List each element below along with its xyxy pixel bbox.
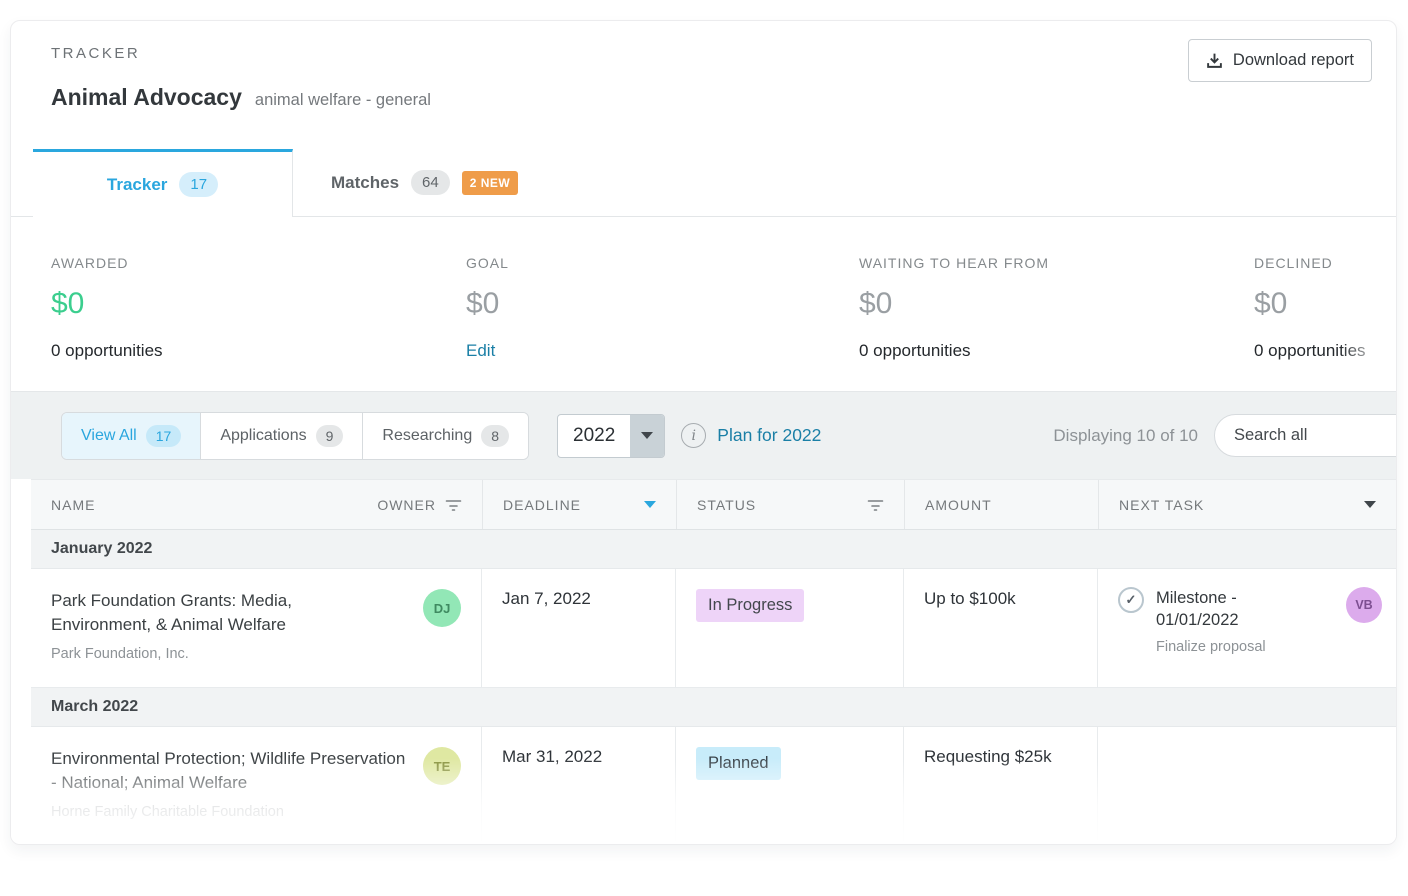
opportunity-title-link[interactable]: Environmental Protection; Wildlife Prese… (51, 749, 406, 792)
stat-goal-value: $0 (466, 287, 500, 320)
download-report-label: Download report (1232, 51, 1354, 69)
column-header-amount[interactable]: AMOUNT (904, 480, 1098, 529)
table-row: Environmental Protection; Wildlife Prese… (31, 727, 1396, 844)
stat-awarded-value: $0 (51, 287, 85, 320)
tab-matches-count: 64 (411, 170, 450, 195)
status-badge[interactable]: Planned (696, 747, 781, 780)
amount-cell[interactable]: Up to $100k (904, 569, 1098, 687)
displaying-count: Displaying 10 of 10 (1053, 425, 1198, 445)
owner-avatar[interactable]: TE (423, 747, 461, 785)
plan-for-year-link[interactable]: Plan for 2022 (717, 425, 822, 445)
list-toolbar: View All 17 Applications 9 Researching 8… (11, 391, 1396, 479)
stat-goal: GOAL $0 Edit (466, 255, 859, 391)
column-header-deadline[interactable]: DEADLINE (482, 480, 676, 529)
stat-goal-label: GOAL (466, 255, 509, 271)
group-row-january: January 2022 (31, 530, 1396, 569)
filter-researching-count: 8 (481, 424, 510, 447)
tracker-card: TRACKER Animal Advocacy animal welfare -… (10, 20, 1397, 845)
tab-bar: Tracker 17 Matches 64 2 NEW (11, 149, 1396, 217)
next-task-header-label: NEXT TASK (1119, 496, 1205, 513)
amount-cell[interactable]: Requesting $25k (904, 727, 1098, 843)
tab-matches[interactable]: Matches 64 2 NEW (293, 149, 556, 216)
group-row-march: March 2022 (31, 688, 1396, 727)
group-label: January 2022 (51, 540, 153, 557)
owner-header-label: OWNER (377, 496, 436, 513)
edit-goal-link[interactable]: Edit (466, 341, 496, 360)
column-header-status[interactable]: STATUS (676, 480, 904, 529)
deadline-cell[interactable]: Mar 31, 2022 (482, 727, 676, 843)
stat-declined-sub: 0 opportunities (1254, 341, 1366, 360)
new-matches-badge: 2 NEW (461, 170, 519, 195)
next-task-cell (1098, 727, 1396, 843)
stat-waiting-sub: 0 opportunities (859, 341, 971, 360)
download-icon (1206, 52, 1223, 69)
stat-declined-value: $0 (1254, 287, 1288, 320)
chevron-down-icon (1364, 501, 1376, 508)
eyebrow-label: TRACKER (51, 45, 141, 62)
stat-waiting-label: WAITING TO HEAR FROM (859, 255, 1050, 271)
stat-waiting-value: $0 (859, 287, 893, 320)
filter-icon (445, 498, 462, 511)
status-badge[interactable]: In Progress (696, 589, 805, 622)
status-cell: In Progress (676, 569, 904, 687)
group-label: March 2022 (51, 698, 139, 715)
year-select-value: 2022 (573, 424, 616, 446)
column-header-owner[interactable]: OWNER (377, 497, 462, 513)
year-select[interactable]: 2022 (557, 413, 666, 458)
filter-researching[interactable]: Researching 8 (363, 412, 529, 459)
sort-caret-icon (644, 501, 656, 508)
filter-segmented-control: View All 17 Applications 9 Researching 8 (61, 411, 530, 460)
name-cell: Environmental Protection; Wildlife Prese… (31, 727, 482, 843)
opportunity-title-link[interactable]: Park Foundation Grants: Media, Environme… (51, 591, 292, 634)
table-row: Park Foundation Grants: Media, Environme… (31, 569, 1396, 688)
tab-tracker-label: Tracker (106, 174, 168, 194)
page-title: Animal Advocacy (51, 84, 242, 110)
task-assignee-avatar[interactable]: VB (1346, 587, 1382, 623)
opportunities-table: NAME OWNER DEADLINE STATUS (31, 479, 1396, 844)
deadline-header-label: DEADLINE (503, 496, 582, 513)
tab-matches-label: Matches (331, 172, 400, 192)
stat-awarded: AWARDED $0 0 opportunities (51, 255, 466, 391)
owner-avatar[interactable]: DJ (423, 589, 461, 627)
next-task-cell: ✓ Milestone - 01/01/2022 Finalize propos… (1098, 569, 1396, 687)
column-header-name[interactable]: NAME OWNER (31, 480, 482, 529)
page-header: TRACKER Animal Advocacy animal welfare -… (11, 21, 1396, 149)
filter-view-all-label: View All (81, 426, 137, 444)
tab-tracker-count: 17 (179, 172, 219, 197)
filter-applications-label: Applications (220, 426, 307, 444)
filter-applications[interactable]: Applications 9 (201, 412, 364, 459)
deadline-cell[interactable]: Jan 7, 2022 (482, 569, 676, 687)
amount-header-label: AMOUNT (925, 496, 992, 513)
stat-awarded-sub: 0 opportunities (51, 341, 163, 360)
task-check-icon[interactable]: ✓ (1118, 587, 1144, 613)
opportunity-org: Horne Family Charitable Foundation (51, 803, 284, 820)
stat-declined-label: DECLINED (1254, 255, 1333, 271)
status-cell: Planned (676, 727, 904, 843)
stat-declined: DECLINED $0 0 opportunities (1254, 255, 1396, 391)
stat-waiting: WAITING TO HEAR FROM $0 0 opportunities (859, 255, 1254, 391)
task-subtitle: Finalize proposal (1156, 638, 1266, 655)
download-report-button[interactable]: Download report (1187, 39, 1372, 82)
filter-researching-label: Researching (382, 426, 473, 444)
tab-tracker[interactable]: Tracker 17 (33, 149, 293, 217)
table-header-row: NAME OWNER DEADLINE STATUS (31, 479, 1396, 530)
column-header-next-task[interactable]: NEXT TASK (1098, 480, 1396, 529)
stat-awarded-label: AWARDED (51, 255, 129, 271)
search-input[interactable] (1214, 414, 1396, 457)
task-title[interactable]: Milestone - 01/01/2022 (1156, 589, 1239, 630)
page-subtitle: animal welfare - general (254, 91, 431, 109)
opportunity-org: Park Foundation, Inc. (51, 645, 189, 662)
name-cell: Park Foundation Grants: Media, Environme… (31, 569, 482, 687)
filter-view-all-count: 17 (145, 424, 182, 447)
stats-summary: AWARDED $0 0 opportunities GOAL $0 Edit … (11, 217, 1396, 391)
filter-applications-count: 9 (315, 424, 344, 447)
name-header-label: NAME (51, 496, 96, 513)
filter-view-all[interactable]: View All 17 (62, 412, 202, 459)
chevron-down-icon (630, 414, 665, 457)
status-header-label: STATUS (697, 496, 757, 513)
info-icon[interactable]: i (681, 423, 707, 448)
filter-icon (867, 498, 884, 511)
